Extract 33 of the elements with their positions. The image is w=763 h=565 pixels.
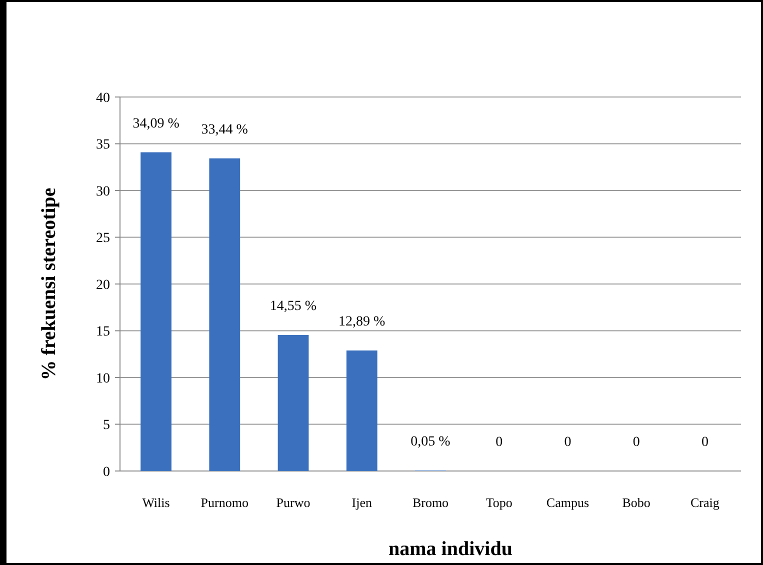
bar <box>140 152 172 471</box>
data-label: 0 <box>496 435 503 450</box>
data-label: 14,55 % <box>270 298 317 314</box>
y-tick-label: 40 <box>96 90 110 106</box>
data-label: 0 <box>701 435 708 450</box>
x-tick-label: Bromo <box>412 495 449 510</box>
bar <box>346 350 378 471</box>
y-axis-title: % frekuensi stereotipe <box>38 188 60 380</box>
y-tick-label: 5 <box>103 418 110 434</box>
x-tick-label: Craig <box>690 495 720 510</box>
y-tick-label: 15 <box>96 324 110 340</box>
bar <box>278 334 309 471</box>
x-tick-label: Purnomo <box>200 495 248 510</box>
x-tick-label: Purwo <box>276 495 310 510</box>
x-tick-label: Topo <box>486 495 512 510</box>
x-tick-label: Ijen <box>352 495 372 510</box>
x-tick-label: Wilis <box>142 495 170 510</box>
y-tick-label: 30 <box>96 184 110 200</box>
data-label: 0,05 % <box>410 434 451 450</box>
y-tick-label: 0 <box>103 464 110 480</box>
bar <box>209 158 240 471</box>
data-label: 34,09 % <box>132 116 180 132</box>
y-tick-label: 20 <box>96 278 110 293</box>
data-label: 33,44 % <box>201 122 248 138</box>
data-label: 0 <box>632 435 640 450</box>
y-tick-label: 10 <box>96 371 110 386</box>
data-label: 12,89 % <box>338 314 386 330</box>
x-tick-label: Bobo <box>622 495 650 510</box>
y-tick-label: 25 <box>96 231 110 246</box>
x-axis-title: nama individu <box>388 538 512 560</box>
y-tick-label: 35 <box>96 138 110 153</box>
data-label: 0 <box>564 435 572 450</box>
x-tick-label: Campus <box>546 495 590 510</box>
